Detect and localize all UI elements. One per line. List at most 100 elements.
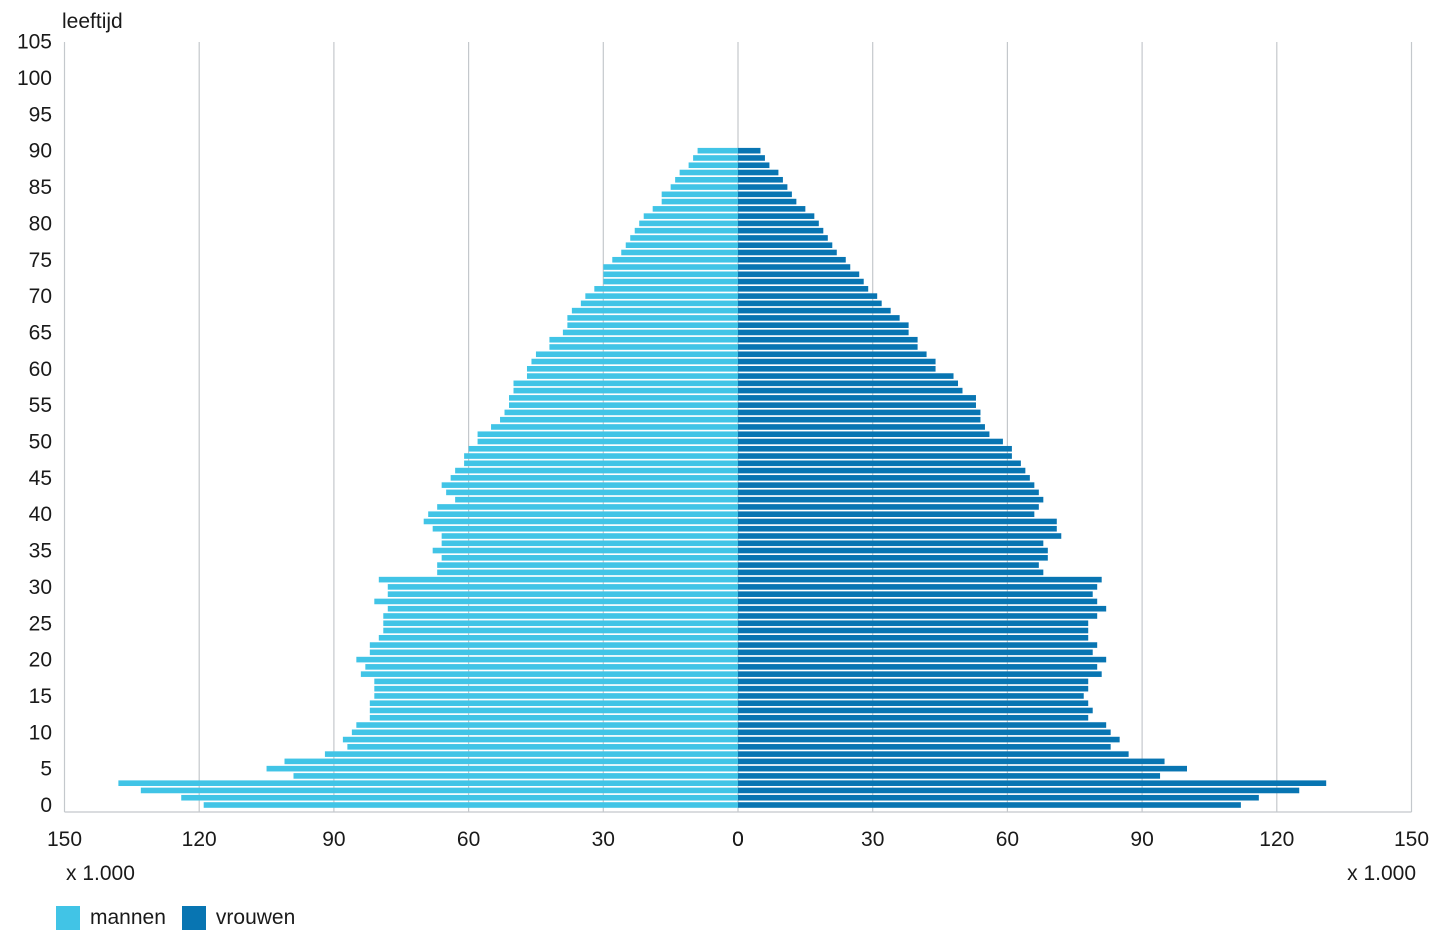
bar-women (738, 416, 981, 423)
men-bars (118, 147, 739, 808)
bar-women (738, 736, 1120, 743)
bar-women (738, 460, 1021, 467)
bar-men (378, 634, 738, 641)
bar-men (383, 627, 738, 634)
bar-men (464, 453, 738, 459)
bar-men (585, 293, 738, 299)
bar-men (697, 147, 738, 154)
y-tick-label: 35 (29, 540, 52, 563)
y-tick-label: 75 (29, 249, 52, 272)
bar-women (738, 467, 1026, 474)
bar-women (738, 155, 765, 161)
bar-men (661, 198, 738, 205)
legend-item-women: vrouwen (181, 906, 295, 930)
x-unit-right: x 1.000 (1347, 862, 1416, 885)
bar-men (661, 191, 738, 198)
bar-men (630, 235, 738, 241)
bar-women (738, 169, 779, 176)
bar-women (738, 424, 985, 430)
x-tick-label-right: 0 (732, 828, 744, 851)
bar-men (526, 366, 738, 372)
bar-men (369, 642, 738, 648)
bar-men (621, 249, 738, 256)
bar-men (423, 518, 738, 525)
bar-women (738, 613, 1098, 619)
bar-men (567, 322, 738, 328)
bar-women (738, 504, 1039, 510)
bar-women (738, 271, 860, 278)
bar-women (738, 162, 770, 169)
bar-men (634, 227, 738, 234)
bar-women (738, 758, 1165, 765)
bar-men (369, 714, 738, 721)
bar-women (738, 344, 918, 350)
bar-men (365, 664, 738, 670)
y-tick-label: 60 (29, 358, 52, 381)
bar-women (738, 693, 1084, 699)
bar-women (738, 729, 1111, 736)
bar-men (441, 555, 738, 561)
y-tick-label: 100 (17, 67, 52, 90)
bar-women (738, 649, 1093, 656)
bar-men (387, 591, 738, 597)
bar-women (738, 293, 878, 299)
bar-women (738, 722, 1107, 728)
bar-men (383, 620, 738, 627)
bar-men (500, 416, 738, 423)
y-tick-label: 50 (29, 431, 52, 454)
bar-men (369, 649, 738, 656)
bar-women (738, 540, 1044, 547)
bar-men (670, 184, 738, 190)
bar-men (378, 576, 738, 583)
bar-women (738, 358, 936, 365)
bar-women (738, 569, 1044, 576)
bar-women (738, 751, 1129, 757)
bar-men (643, 213, 738, 219)
bar-women (738, 198, 797, 205)
bar-men (450, 475, 738, 481)
bar-men (293, 773, 738, 779)
bar-women (738, 744, 1111, 750)
bar-women (738, 598, 1098, 605)
bar-women (738, 409, 981, 416)
bar-men (284, 758, 738, 765)
bar-women (738, 634, 1089, 641)
bar-women (738, 336, 918, 343)
bar-men (531, 358, 738, 365)
bar-men (374, 693, 738, 699)
bar-women (738, 445, 1012, 452)
bar-women (738, 184, 788, 190)
bar-women (738, 656, 1107, 663)
bar-men (356, 656, 738, 663)
bar-men (535, 351, 738, 358)
bar-women (738, 627, 1089, 634)
bar-women (738, 780, 1327, 786)
bar-women (738, 256, 846, 263)
bar-women (738, 591, 1093, 597)
bar-women (738, 707, 1093, 714)
bar-women (738, 773, 1161, 779)
bar-men (513, 387, 738, 394)
x-tick-label-left: 150 (47, 828, 82, 851)
bar-women (738, 235, 828, 241)
bar-men (432, 525, 738, 532)
bar-men (369, 707, 738, 714)
bar-men (428, 511, 738, 517)
bar-women (738, 242, 833, 249)
bar-men (374, 598, 738, 605)
bar-men (374, 678, 738, 685)
y-tick-label: 90 (29, 140, 52, 163)
bar-women (738, 489, 1039, 496)
bar-men (347, 744, 738, 750)
bar-men (437, 569, 738, 576)
bar-men (513, 380, 738, 387)
y-tick-label: 20 (29, 649, 52, 672)
bar-men (455, 467, 738, 474)
bar-men (437, 504, 738, 510)
bar-men (675, 176, 738, 183)
y-tick-label: 5 (40, 758, 52, 781)
bar-men (603, 264, 738, 270)
bar-men (693, 155, 738, 161)
bar-men (688, 162, 738, 169)
bar-women (738, 329, 909, 336)
